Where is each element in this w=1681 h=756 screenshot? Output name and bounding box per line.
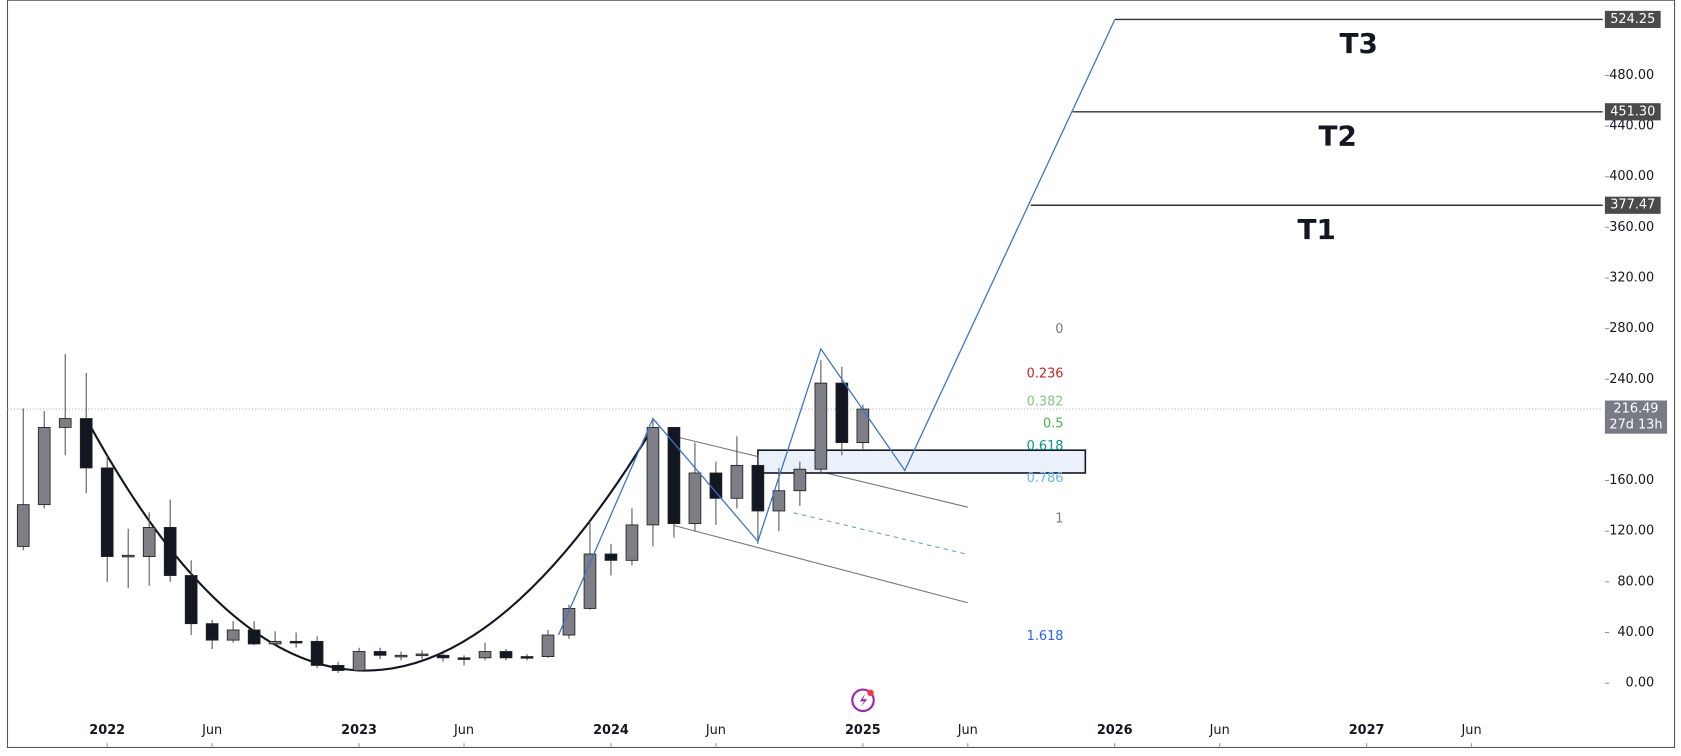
- y-tick-label: 40.00: [1617, 625, 1654, 640]
- candle-body: [709, 472, 723, 499]
- candle-body: [604, 553, 618, 561]
- x-tick-label: 2023: [341, 723, 377, 738]
- target-price-label: 524.25: [1610, 12, 1655, 27]
- price-label-bg: [1604, 196, 1661, 214]
- projection-line: [557, 19, 1116, 636]
- x-tick-label: Jun: [957, 723, 978, 738]
- x-tick-label: Jun: [705, 723, 726, 738]
- x-tick-label: 2027: [1349, 723, 1385, 738]
- candle-body: [100, 467, 114, 557]
- candle-body: [436, 654, 450, 659]
- candle-body: [142, 527, 156, 557]
- y-tick-label: 400.00: [1609, 169, 1654, 184]
- candle-body: [184, 575, 198, 625]
- fib-level-label: 0.618: [1027, 439, 1064, 454]
- channel-line: [793, 512, 968, 556]
- candle-body: [205, 623, 219, 641]
- candle-body: [583, 553, 597, 609]
- x-tick-label: 2026: [1097, 723, 1133, 738]
- y-tick-label: 280.00: [1609, 321, 1654, 336]
- last-price-label: 216.49: [1613, 402, 1658, 417]
- candle-body: [478, 651, 492, 659]
- target-name: T2: [1319, 120, 1357, 153]
- candle-body: [16, 504, 30, 547]
- y-tick-label: 0.00: [1626, 676, 1655, 691]
- fib-level-label: 0.786: [1027, 471, 1064, 486]
- candle-body: [457, 657, 471, 660]
- candle-body: [121, 554, 135, 558]
- y-tick-label: 120.00: [1609, 524, 1654, 539]
- x-tick-label: Jun: [1461, 723, 1482, 738]
- candle-body: [730, 464, 744, 499]
- fib-level-label: 1: [1055, 512, 1063, 527]
- fib-level-label: 1.618: [1027, 629, 1064, 644]
- candle-body: [520, 656, 534, 659]
- x-tick-label: Jun: [1209, 723, 1230, 738]
- target-name: T3: [1340, 27, 1378, 60]
- candle-body: [667, 426, 681, 525]
- candle-body: [415, 653, 429, 657]
- candle-body: [856, 408, 870, 444]
- candle-body: [79, 418, 93, 469]
- candle-body: [499, 651, 513, 659]
- candle-body: [37, 426, 51, 506]
- y-tick-label: 240.00: [1609, 372, 1654, 387]
- x-tick-label: 2024: [593, 723, 629, 738]
- fib-level-label: 0: [1055, 322, 1063, 337]
- candle-body: [772, 490, 786, 512]
- y-tick-label: 160.00: [1609, 473, 1654, 488]
- countdown-label: 27d 13h: [1609, 418, 1662, 433]
- candle-body: [541, 634, 555, 657]
- price-label-bg: [1604, 103, 1661, 121]
- frame: [6, 0, 1676, 749]
- last-price-bg: [1604, 400, 1668, 434]
- y-tick-label: 360.00: [1609, 220, 1654, 235]
- candle-body: [793, 468, 807, 492]
- candle-body: [163, 527, 177, 576]
- candle-body: [625, 524, 639, 561]
- candle-body: [58, 418, 72, 428]
- logo-icon: [851, 688, 875, 713]
- price-label-bg: [1604, 10, 1661, 28]
- fib-level-label: 0.382: [1027, 394, 1064, 409]
- candle-body: [289, 640, 303, 644]
- candle-body: [226, 629, 240, 641]
- candle-body: [751, 464, 765, 512]
- target-name: T1: [1298, 213, 1336, 246]
- candle-body: [562, 608, 576, 636]
- x-tick-label: 2022: [89, 723, 125, 738]
- y-tick-label: 480.00: [1609, 68, 1654, 83]
- channel-line: [673, 525, 968, 604]
- fib-level-label: 0.5: [1043, 417, 1063, 432]
- target-price-label: 451.30: [1610, 104, 1655, 119]
- y-tick-label: 320.00: [1609, 271, 1654, 286]
- candle-body: [268, 640, 282, 645]
- candle-body: [814, 382, 828, 470]
- x-tick-label: Jun: [453, 723, 474, 738]
- y-tick-label: 440.00: [1609, 119, 1654, 134]
- target-price-label: 377.47: [1610, 198, 1655, 213]
- x-tick-label: Jun: [201, 723, 222, 738]
- candle-body: [688, 472, 702, 525]
- x-tick-label: 2025: [845, 723, 881, 738]
- candle-body: [835, 382, 849, 444]
- candle-body: [394, 654, 408, 658]
- candle-body: [352, 651, 366, 671]
- candle-body: [373, 651, 387, 656]
- y-tick-label: 80.00: [1617, 574, 1654, 589]
- candle-body: [331, 665, 345, 671]
- candle-body: [646, 426, 660, 526]
- fib-level-label: 0.236: [1027, 367, 1064, 382]
- candle-body: [310, 640, 324, 666]
- candle-body: [247, 629, 261, 645]
